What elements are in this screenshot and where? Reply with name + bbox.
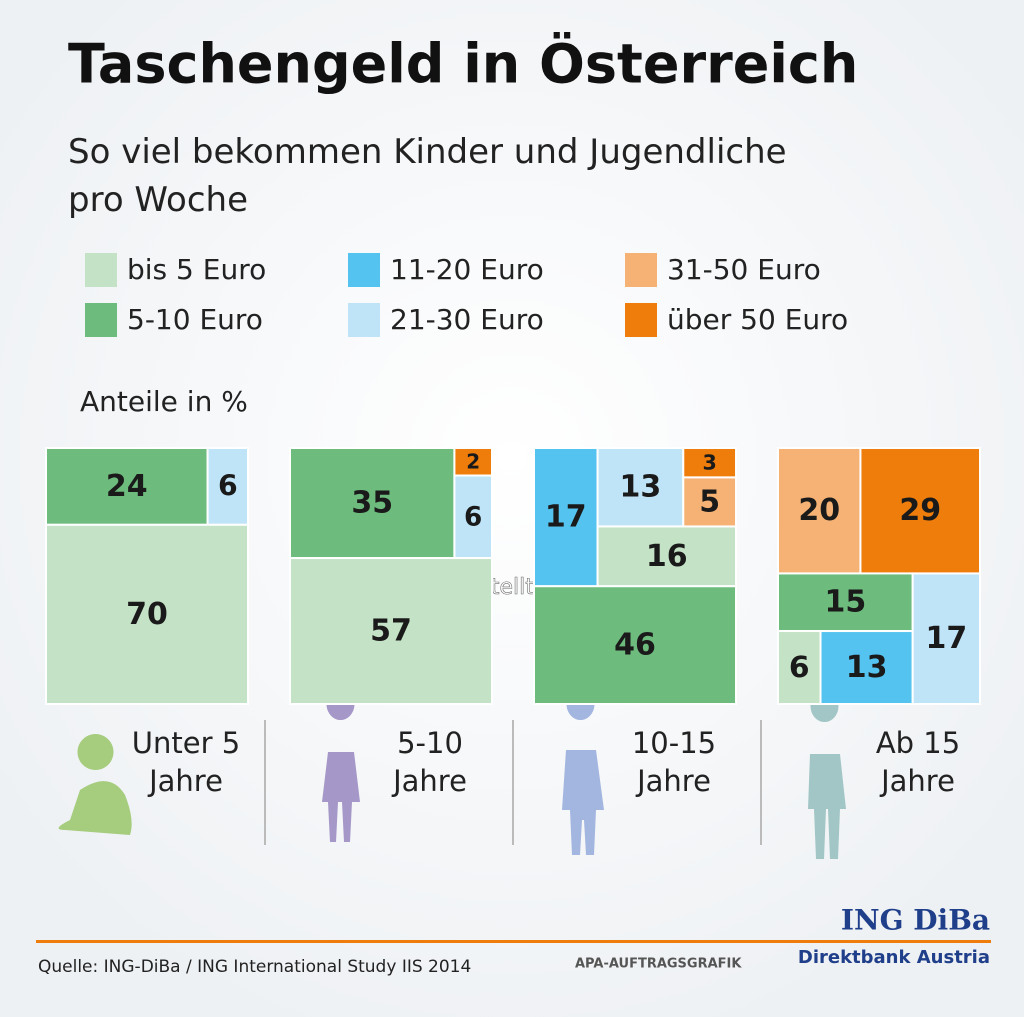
divider [760, 720, 762, 845]
treemap-cell [859, 447, 981, 575]
value-label: 5 [699, 484, 720, 519]
legend-label: 5-10 Euro [127, 303, 263, 336]
value-label: 15 [824, 585, 866, 620]
treemap-cell [682, 476, 738, 528]
treemap-cell [777, 572, 914, 633]
value-label: 2 [466, 449, 480, 473]
group-label: 10-15 Jahre [631, 726, 717, 798]
value-label: 46 [614, 628, 656, 663]
treemap-cell [911, 572, 982, 705]
divider [512, 720, 514, 845]
legend-label: 31-50 Euro [667, 253, 821, 286]
treemap-cell [682, 447, 738, 479]
treemap-cell [819, 630, 914, 705]
treemap-cell [453, 447, 494, 477]
value-label: 6 [218, 469, 238, 502]
value-label: 6 [789, 650, 810, 685]
subtitle-box: So viel bekommen Kinder und Jugendliche … [68, 132, 787, 220]
value-label: 70 [126, 597, 168, 632]
legend-swatch [85, 253, 117, 287]
brand-sub: Direktbank Austria [798, 947, 990, 968]
treemap-cell [45, 523, 249, 705]
chart-subtitle: So viel bekommen Kinder und Jugendliche … [68, 132, 787, 220]
legend-label: 21-30 Euro [390, 303, 544, 336]
child-icon [808, 690, 846, 859]
footer-rule [36, 940, 991, 943]
legend-swatch [85, 303, 117, 337]
unit-label: Anteile in % [80, 385, 248, 418]
treemap-cell [596, 525, 737, 588]
treemap-cell [206, 447, 250, 526]
legend-label: bis 5 Euro [127, 253, 266, 286]
treemap-cell [533, 585, 737, 705]
group-label: Ab 15 Jahre [875, 726, 961, 798]
child-icon [58, 734, 132, 835]
value-label: 17 [545, 500, 587, 535]
credit: APA-AUFTRAGSGRAFIK [575, 957, 742, 972]
divider [264, 720, 266, 845]
value-label: 35 [351, 486, 393, 521]
brand: ING DiBa [841, 904, 990, 937]
value-label: 13 [846, 650, 888, 685]
legend-swatch [625, 303, 657, 337]
value-label: 13 [620, 470, 662, 505]
legend-swatch [348, 303, 380, 337]
value-label: 57 [370, 614, 412, 649]
value-label: 3 [702, 451, 716, 475]
value-label: 29 [899, 493, 941, 528]
legend-swatch [348, 253, 380, 287]
group-label: Unter 5 Jahre [131, 726, 241, 798]
value-label: 17 [925, 621, 967, 656]
treemap-cell [289, 557, 493, 706]
chart-title: Taschengeld in Österreich [68, 33, 858, 96]
value-label: 6 [464, 502, 482, 532]
silhouettes [58, 688, 846, 859]
treemap-cell [533, 447, 599, 588]
dividers [264, 720, 762, 845]
group-label: 5-10 Jahre [393, 726, 467, 798]
legend-label: über 50 Euro [667, 303, 848, 336]
child-icon [322, 688, 360, 842]
treemap-cell [777, 630, 822, 705]
legend-swatch [625, 253, 657, 287]
source: Quelle: ING-DiBa / ING International Stu… [38, 957, 471, 977]
legend-label: 11-20 Euro [390, 253, 544, 286]
child-icon [562, 688, 604, 855]
value-label: 24 [106, 469, 148, 504]
value-label: 16 [646, 539, 688, 574]
treemap-cell [453, 474, 494, 560]
value-label: 20 [798, 493, 840, 528]
